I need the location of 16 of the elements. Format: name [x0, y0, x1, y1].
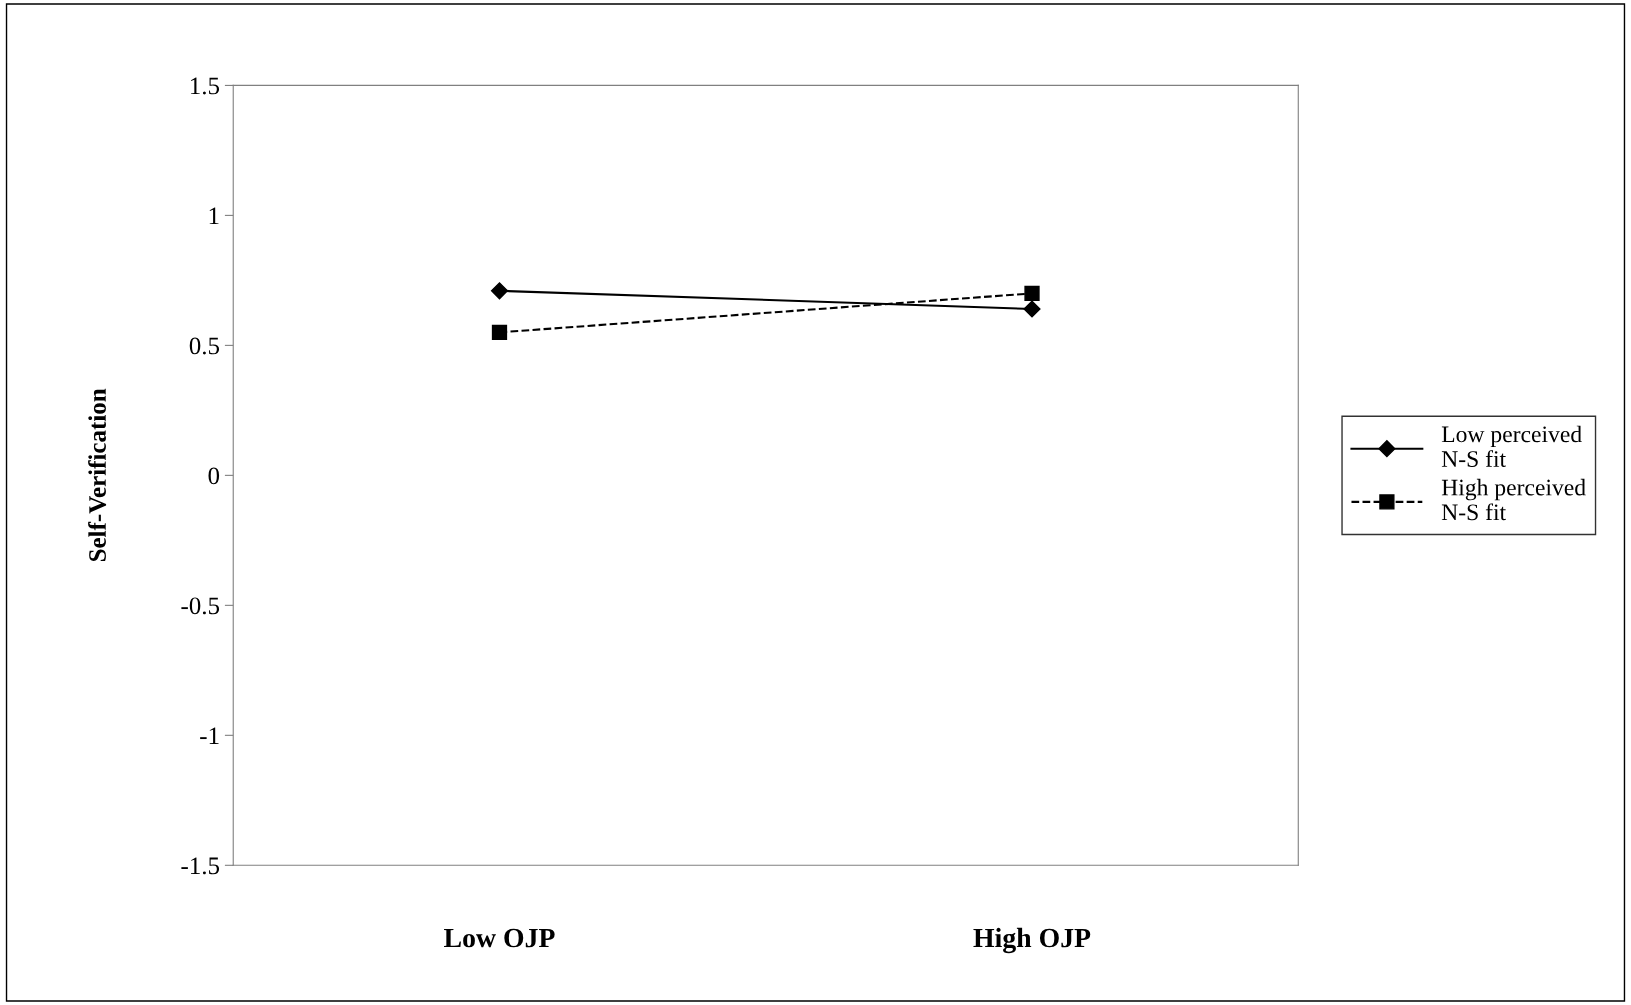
legend-label: Low perceived N-S fit [1441, 425, 1582, 467]
y-tick-label: 1 [209, 207, 219, 225]
point [490, 282, 509, 300]
point [491, 324, 508, 341]
y-tick-label: 1.5 [190, 77, 220, 95]
point [1023, 300, 1041, 318]
point [1024, 285, 1040, 302]
y-tick-label: -1 [200, 727, 219, 744]
y-tick-label: 0.5 [189, 337, 220, 355]
y-tick-label: -1.5 [181, 857, 220, 875]
x-tick-label: Low OJP [444, 928, 555, 948]
y-tick-label: -0.5 [181, 597, 220, 615]
y-axis-title: Self-Verification [88, 388, 107, 562]
x-tick-label: High OJP [973, 927, 1091, 954]
legend-label: High perceived N-S fit [1441, 478, 1586, 521]
y-tick-label: 0 [208, 467, 220, 485]
